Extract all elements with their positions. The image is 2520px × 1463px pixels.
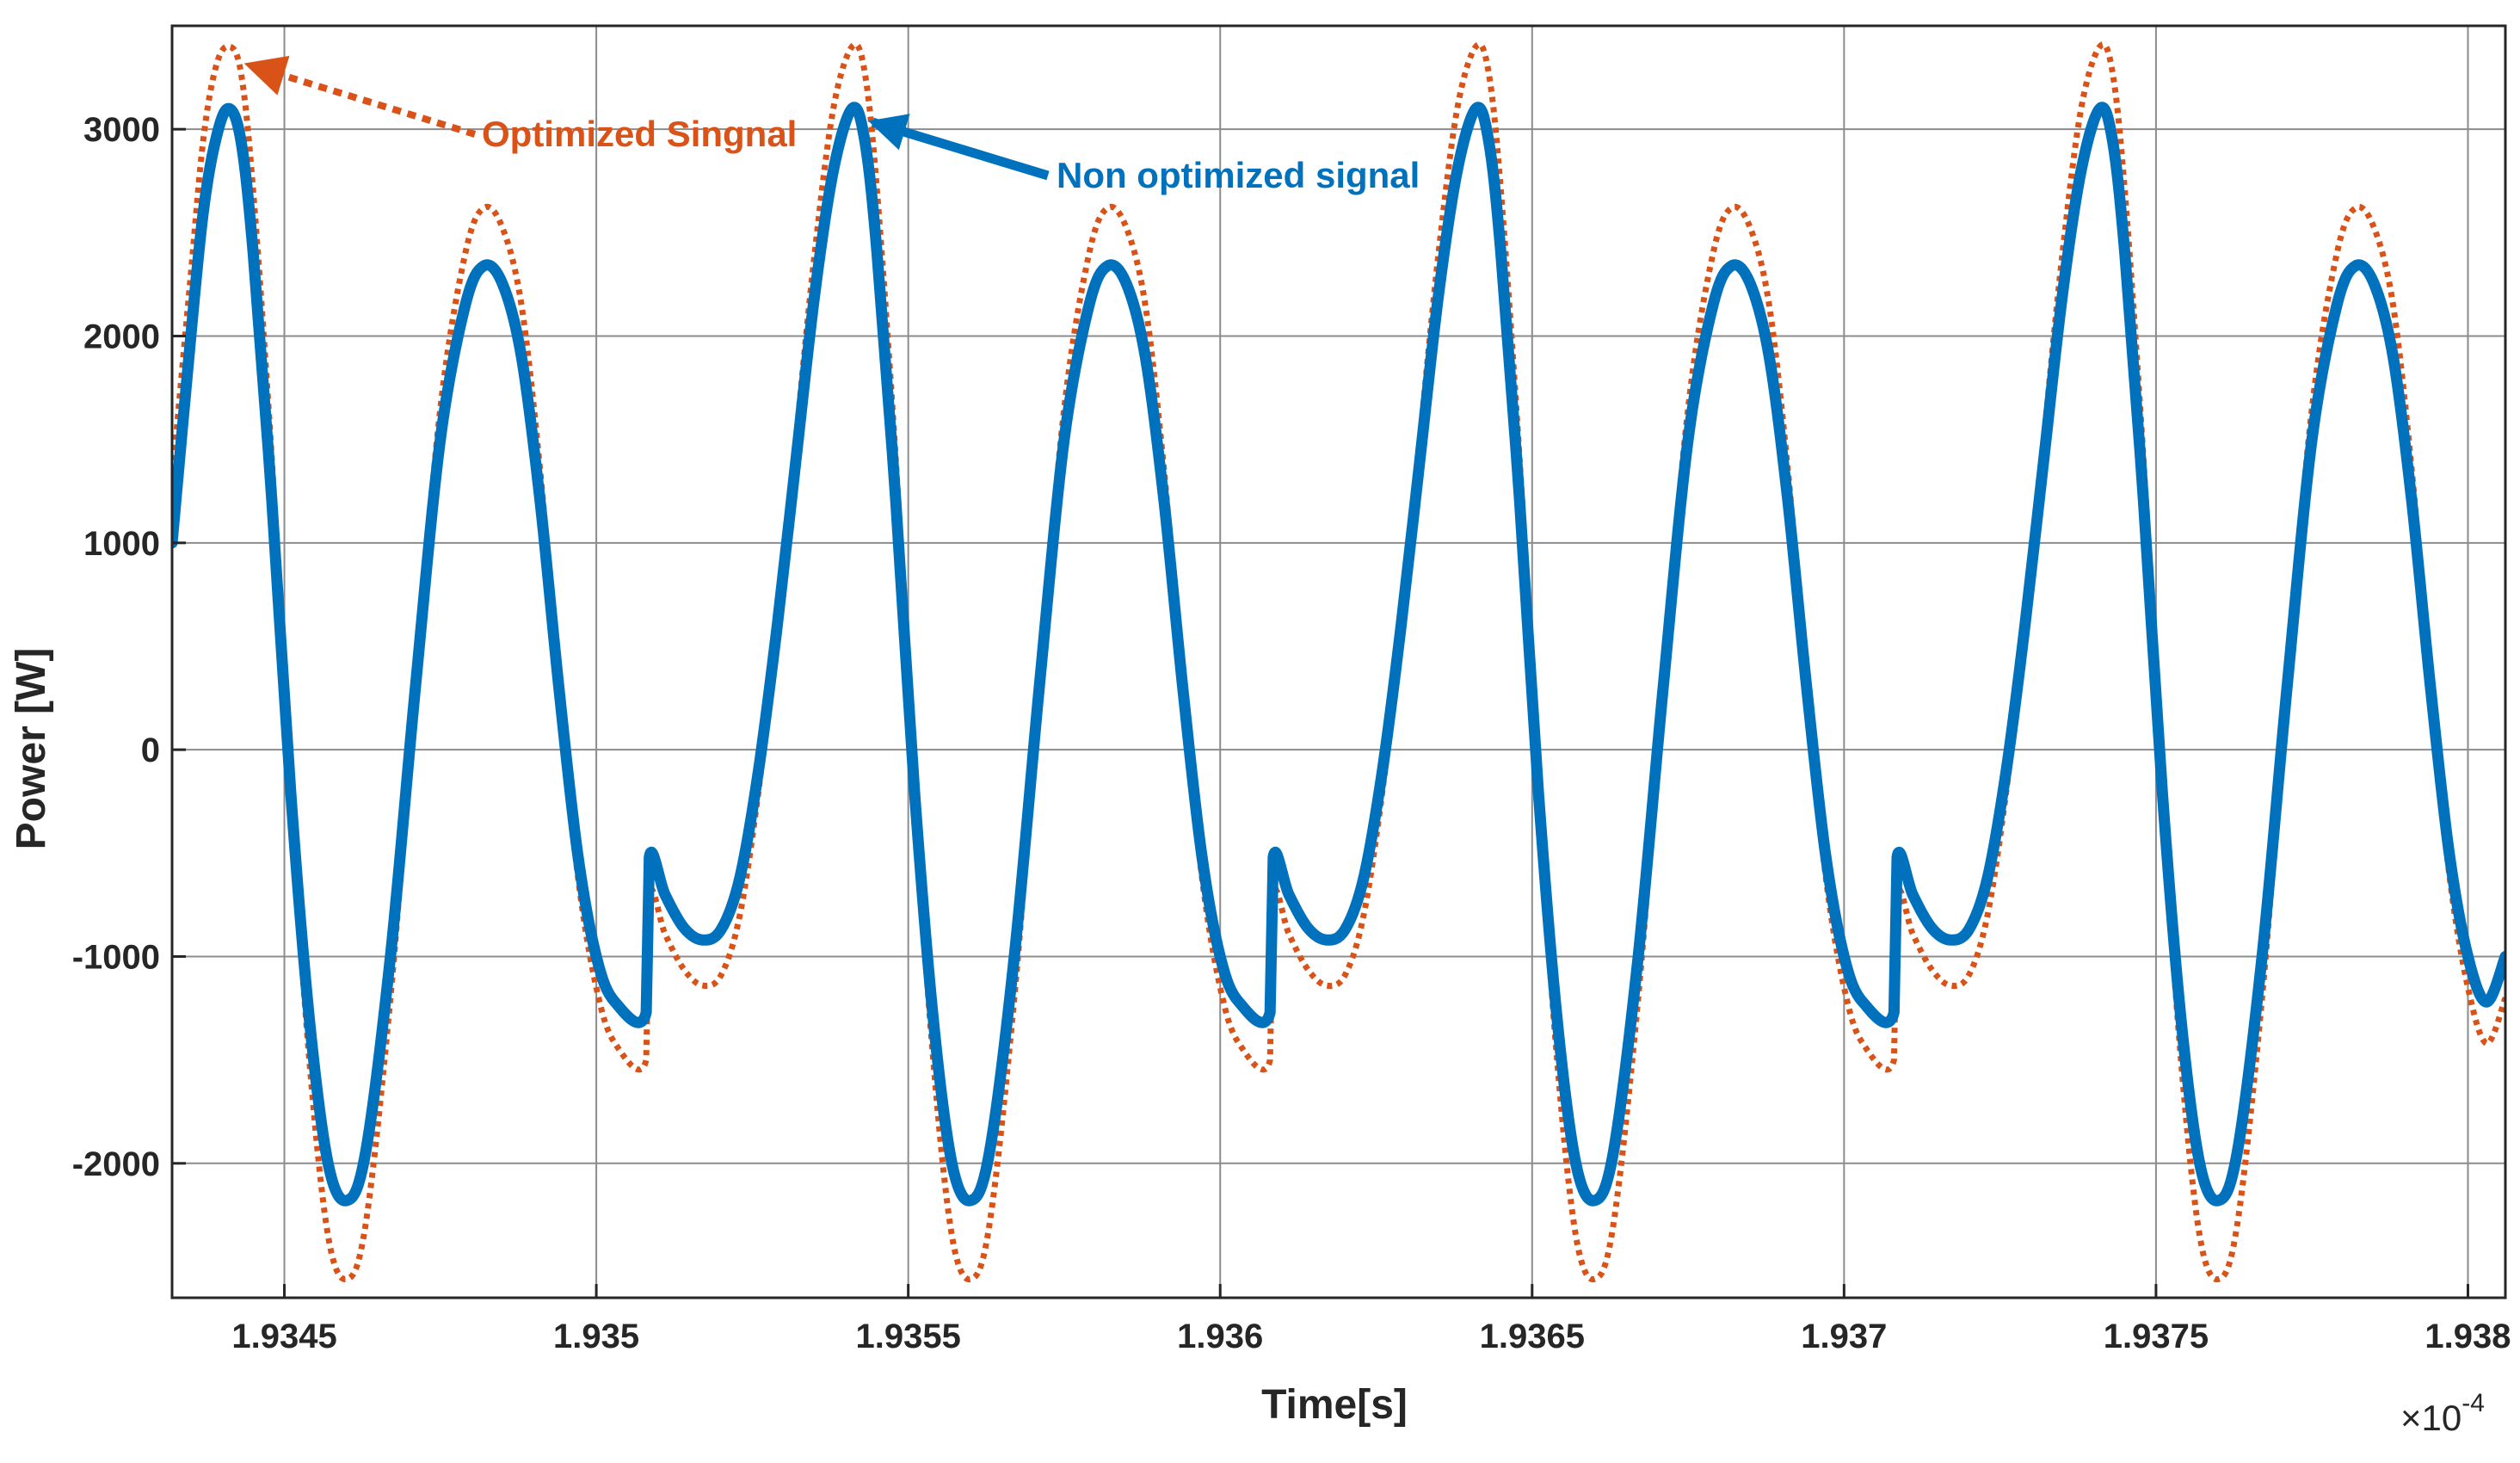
x-tick-label: 1.936 xyxy=(1177,1318,1263,1355)
x-tick-label: 1.9365 xyxy=(1480,1318,1585,1355)
y-tick-label: 0 xyxy=(141,732,160,769)
annotations: Optimized Singnal Non optimized signal xyxy=(243,55,1420,195)
y-tick-label: 3000 xyxy=(83,111,160,149)
y-tick-label: -2000 xyxy=(72,1145,160,1183)
series-line-optimized xyxy=(172,41,2505,1283)
non-optimized-annotation-label: Non optimized signal xyxy=(1057,155,1420,195)
series-lines xyxy=(172,41,2505,1283)
x-axis-label: Time[s] xyxy=(1261,1382,1408,1428)
y-axis-ticks: -2000 -1000 0 1000 2000 3000 xyxy=(72,111,186,1183)
x-tick-label: 1.9345 xyxy=(231,1318,336,1355)
x-tick-label: 1.9375 xyxy=(2104,1318,2209,1355)
y-tick-label: 1000 xyxy=(83,525,160,563)
series-line-non-optimized xyxy=(172,102,2505,1207)
non-optimized-annotation-arrow xyxy=(868,114,1050,181)
x-axis-exponent: ×10-4 xyxy=(2400,1389,2485,1438)
x-tick-label: 1.9355 xyxy=(855,1318,960,1355)
y-axis-label: Power [W] xyxy=(9,648,54,850)
plot-area-frame xyxy=(170,24,2507,1299)
x-tick-label: 1.935 xyxy=(553,1318,639,1355)
x-tick-label: 1.937 xyxy=(1801,1318,1887,1355)
y-tick-label: -1000 xyxy=(72,938,160,976)
x-tick-label: 1.938 xyxy=(2424,1318,2511,1355)
x-axis-ticks: 1.9345 1.935 1.9355 1.936 1.9365 1.937 1.9375 1… xyxy=(231,1284,2511,1355)
optimized-annotation-label: Optimized Singnal xyxy=(482,114,797,154)
optimized-annotation-arrow xyxy=(243,55,477,138)
y-tick-label: 2000 xyxy=(83,318,160,355)
